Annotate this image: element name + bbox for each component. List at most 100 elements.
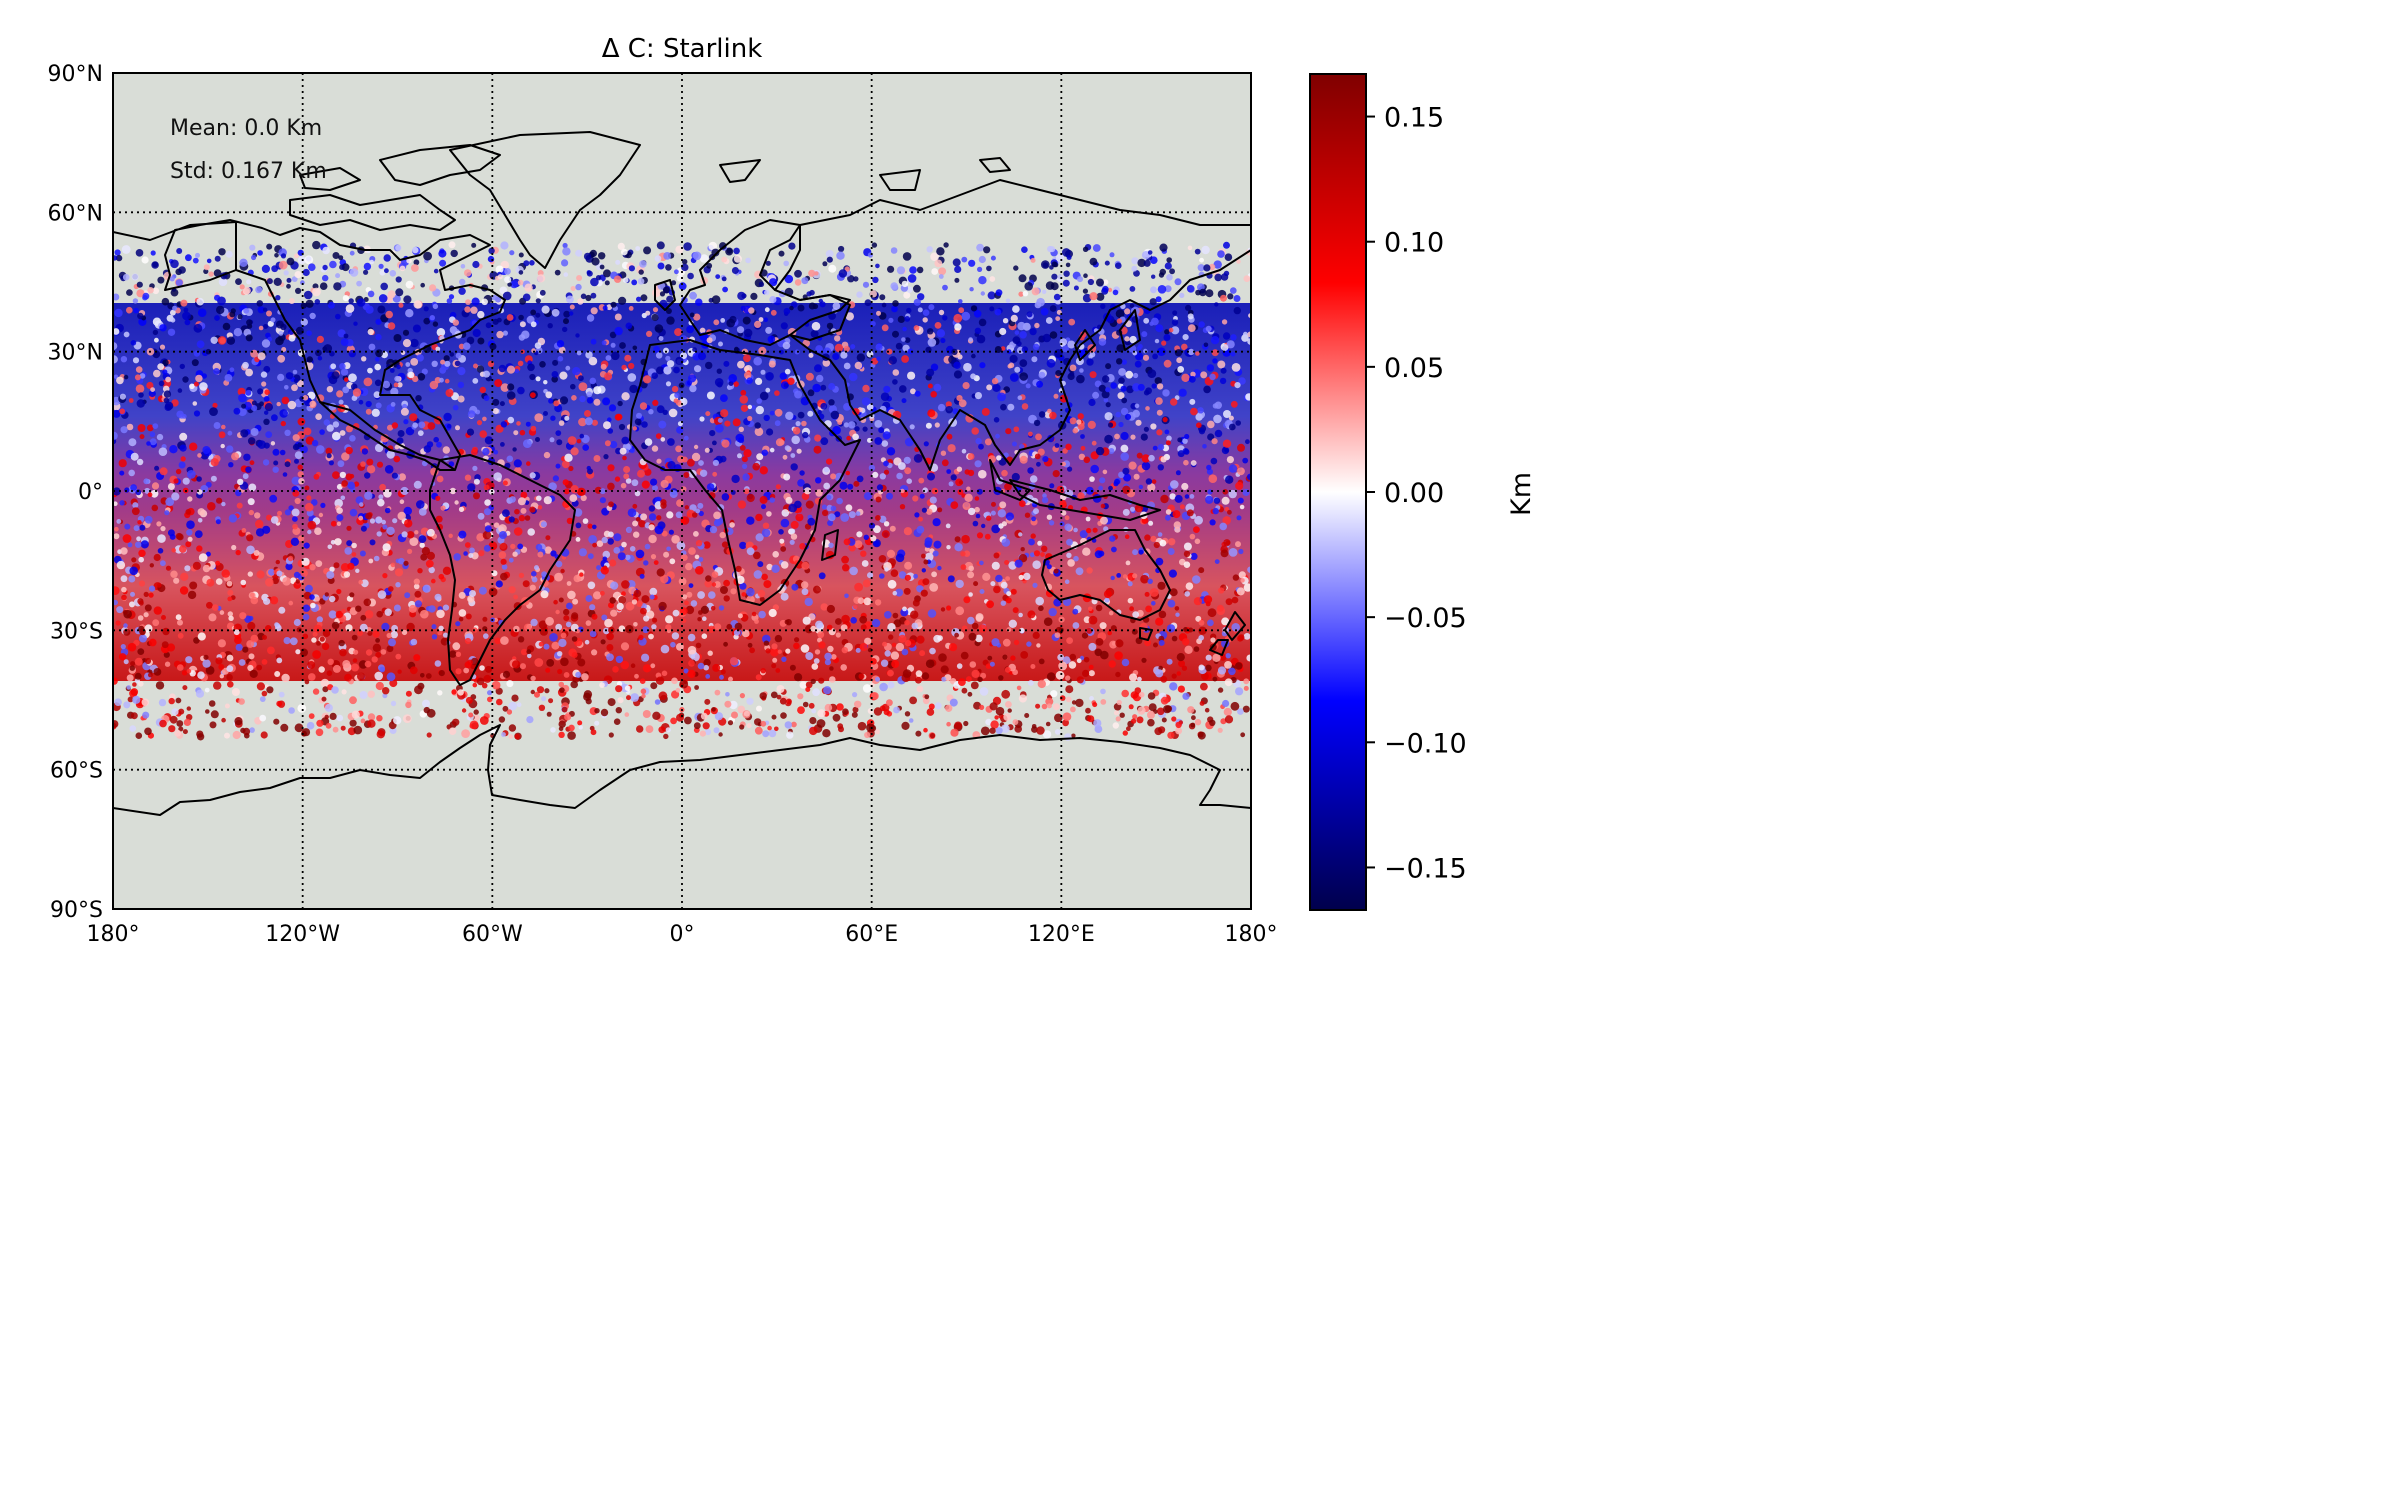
scatter-point xyxy=(409,666,418,675)
scatter-point xyxy=(1222,699,1230,708)
scatter-point xyxy=(932,550,939,557)
scatter-point xyxy=(120,426,128,434)
scatter-point xyxy=(308,673,316,681)
scatter-point xyxy=(1125,560,1131,566)
scatter-point xyxy=(585,620,592,626)
scatter-point xyxy=(600,639,606,645)
scatter-point xyxy=(908,718,914,723)
scatter-point xyxy=(227,681,234,688)
scatter-point xyxy=(644,543,651,550)
scatter-point xyxy=(904,316,911,322)
scatter-point xyxy=(986,515,992,521)
scatter-point xyxy=(1174,395,1180,401)
scatter-point xyxy=(785,648,791,654)
scatter-point xyxy=(814,434,822,442)
scatter-point xyxy=(1126,385,1134,394)
scatter-point xyxy=(332,726,339,733)
scatter-point xyxy=(887,669,894,677)
scatter-point xyxy=(146,441,151,446)
scatter-point xyxy=(940,337,946,344)
scatter-point xyxy=(922,309,930,317)
scatter-point xyxy=(751,611,757,617)
scatter-point xyxy=(1192,575,1201,584)
scatter-point xyxy=(852,692,858,698)
scatter-point xyxy=(1133,372,1139,379)
scatter-point xyxy=(160,560,166,567)
scatter-point xyxy=(1040,307,1049,316)
scatter-point xyxy=(764,307,770,313)
scatter-point xyxy=(1222,516,1231,525)
scatter-point xyxy=(1235,420,1241,426)
scatter-point xyxy=(389,368,395,373)
scatter-point xyxy=(933,540,942,549)
scatter-point xyxy=(263,418,270,425)
scatter-point xyxy=(818,641,826,649)
scatter-point xyxy=(1183,459,1189,466)
scatter-point xyxy=(675,687,681,693)
scatter-point xyxy=(1201,245,1210,255)
scatter-point xyxy=(1145,387,1152,395)
scatter-point xyxy=(780,592,789,601)
scatter-point xyxy=(554,269,561,276)
scatter-point xyxy=(278,331,284,336)
scatter-point xyxy=(910,388,916,395)
scatter-point xyxy=(1129,335,1137,344)
scatter-point xyxy=(1120,407,1129,416)
scatter-point xyxy=(571,395,577,401)
scatter-point xyxy=(461,708,467,713)
scatter-point xyxy=(504,268,511,275)
scatter-point xyxy=(413,259,420,266)
scatter-point xyxy=(139,373,146,379)
scatter-point xyxy=(333,562,340,569)
scatter-point xyxy=(157,534,166,543)
scatter-point xyxy=(497,317,502,323)
scatter-point xyxy=(637,278,645,285)
scatter-point xyxy=(400,407,409,416)
scatter-point xyxy=(1016,685,1022,691)
scatter-point xyxy=(166,643,176,652)
scatter-point xyxy=(1069,364,1077,372)
scatter-point xyxy=(192,401,198,406)
scatter-point xyxy=(113,533,120,540)
scatter-point xyxy=(500,383,510,392)
scatter-point xyxy=(770,691,778,699)
scatter-point xyxy=(862,281,870,288)
scatter-point xyxy=(454,360,461,367)
scatter-point xyxy=(560,657,569,667)
scatter-point xyxy=(250,592,255,598)
scatter-point xyxy=(995,289,1003,296)
scatter-point xyxy=(668,529,675,535)
scatter-point xyxy=(133,307,139,314)
scatter-point xyxy=(785,496,793,504)
scatter-point xyxy=(182,685,188,691)
scatter-point xyxy=(274,622,279,627)
scatter-point xyxy=(995,727,1003,735)
scatter-point xyxy=(926,708,935,716)
scatter-point xyxy=(114,308,123,318)
scatter-point xyxy=(182,477,190,485)
scatter-point xyxy=(1006,349,1012,354)
scatter-point xyxy=(1178,388,1187,397)
scatter-point xyxy=(239,612,247,620)
scatter-point xyxy=(306,721,315,730)
scatter-point xyxy=(658,420,667,429)
scatter-point xyxy=(152,423,159,429)
scatter-point xyxy=(171,548,176,553)
scatter-point xyxy=(312,650,321,659)
scatter-point xyxy=(535,298,541,304)
scatter-point xyxy=(714,581,721,588)
scatter-point xyxy=(614,326,623,336)
scatter-point xyxy=(500,558,507,565)
scatter-point xyxy=(1069,653,1077,661)
scatter-point xyxy=(703,541,711,549)
scatter-point xyxy=(1011,472,1020,482)
scatter-point xyxy=(148,638,157,647)
scatter-point xyxy=(740,305,746,311)
scatter-point xyxy=(359,691,368,699)
scatter-point xyxy=(903,291,911,299)
scatter-point xyxy=(1020,651,1029,659)
scatter-point xyxy=(1161,717,1167,723)
scatter-point xyxy=(379,666,386,673)
scatter-point xyxy=(1190,722,1196,728)
scatter-point xyxy=(1042,730,1052,739)
